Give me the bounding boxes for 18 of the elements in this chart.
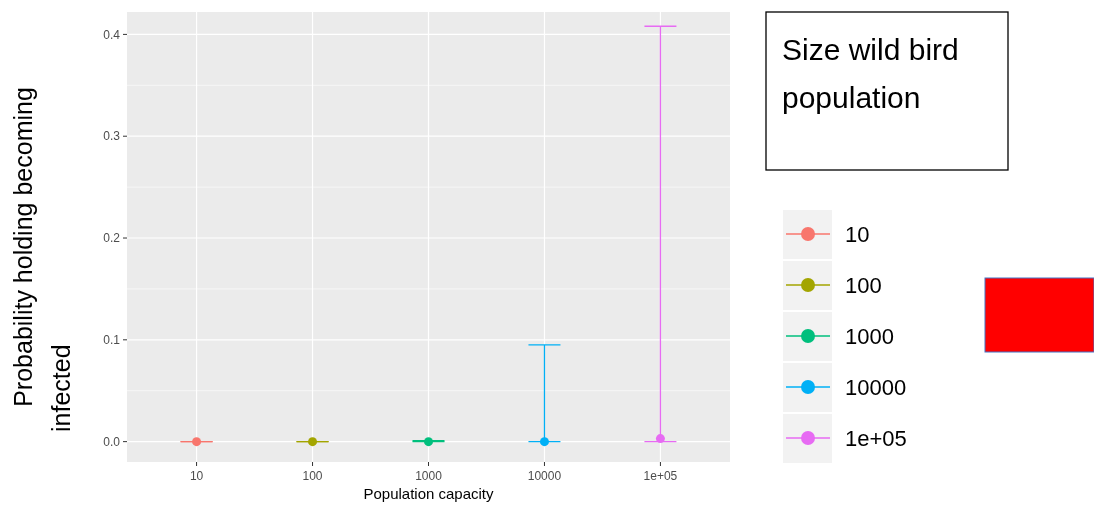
legend-label: 1e+05 [845,425,907,451]
legend-label: 10000 [845,374,907,400]
y-tick-label: 0.1 [103,333,121,348]
x-tick-label: 100 [302,469,323,483]
x-tick-label: 1000 [415,469,443,483]
x-tick-label: 10000 [527,469,562,483]
x-axis-title: Population capacity [363,485,495,502]
legend-label: 10 [845,221,870,247]
y-tick-label: 0.2 [103,231,121,246]
y-axis-title: Probability holding becoming infected [9,87,75,432]
y-tick-label: 0.3 [103,129,121,144]
legend-label: 1000 [845,323,894,349]
x-tick-label: 10 [189,469,204,483]
legend-title: Size wild bird population [782,33,959,114]
x-tick-label: 1e+05 [643,469,678,483]
legend-label: 100 [845,272,882,298]
y-tick-label: 0.0 [103,434,121,449]
y-tick-label: 0.4 [103,27,121,42]
